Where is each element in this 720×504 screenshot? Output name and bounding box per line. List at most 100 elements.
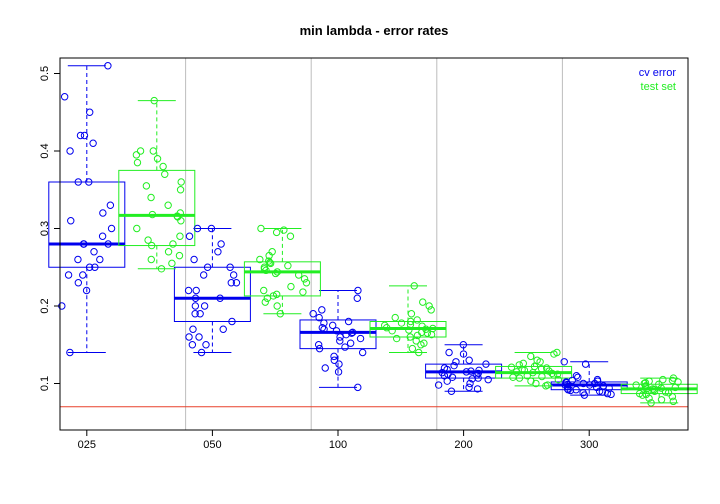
data-point [412,337,420,345]
data-point [76,131,85,140]
data-point [657,396,666,404]
data-point [405,326,413,334]
data-point [475,366,483,375]
y-tick-label: 0.2 [39,298,51,313]
data-point [474,369,482,378]
data-point [427,330,436,339]
data-point [512,368,521,376]
data-point [260,286,268,295]
data-point [266,258,274,267]
data-point [149,147,157,155]
data-point [572,372,581,380]
data-point [262,266,270,275]
data-point [164,201,172,209]
data-point [669,397,678,406]
data-point [645,394,653,402]
point-layer [58,62,682,407]
data-point [229,271,238,279]
data-point [382,324,391,332]
data-point [219,325,227,333]
data-point [542,382,550,390]
data-point [321,364,329,372]
data-point [82,286,91,295]
data-point [415,348,423,357]
data-point [581,360,590,368]
box-iqr [243,261,321,297]
data-point [168,259,176,268]
data-point [462,368,471,376]
data-point [280,226,288,234]
data-point [603,389,612,398]
data-point [638,391,647,399]
data-point [341,343,349,351]
data-point [536,358,544,366]
data-point [336,333,344,341]
data-point [60,93,69,101]
data-point [553,370,562,378]
data-point [332,327,341,335]
data-point [443,377,451,385]
data-point [91,263,99,271]
data-point [647,399,655,407]
data-point [144,236,152,244]
data-point [434,381,443,389]
data-point [465,383,473,392]
data-point [104,62,112,70]
data-point [329,321,337,330]
box-test-set-200 [495,352,573,387]
legend: cv error test set [639,67,677,93]
data-point [191,294,200,302]
data-point [271,269,280,278]
data-point [177,178,185,186]
data-point [671,383,680,392]
data-point [74,178,82,186]
legend-entry: test set [641,81,676,93]
data-point [655,380,663,388]
x-tick-label: 200 [454,439,472,451]
data-point [164,248,173,256]
data-point [413,331,422,340]
data-point [519,359,528,368]
data-point [397,319,406,327]
data-point [572,386,580,394]
data-point [320,325,328,333]
data-point [217,240,225,248]
data-point [184,286,193,295]
data-point [468,375,476,383]
data-point [85,263,94,271]
data-point [450,361,458,370]
data-point [585,381,594,389]
data-point [190,255,198,264]
data-point [459,350,468,358]
box-iqr [173,266,251,322]
data-point [64,271,73,279]
chart-title: min lambda - error rates [300,23,449,38]
data-point [314,341,323,349]
data-point [550,350,558,358]
data-point [185,232,194,240]
data-point [413,316,421,324]
data-point [410,282,418,290]
y-tick-label: 0.4 [39,143,51,158]
data-point [452,358,460,366]
data-point [157,265,166,273]
data-point [447,387,456,395]
data-point [459,341,468,349]
data-point [509,373,517,381]
data-point [193,224,202,233]
box-cv-error-100 [299,290,377,388]
data-point [347,329,356,337]
data-point [133,158,142,167]
data-point [199,271,208,279]
data-point [133,224,141,233]
data-point [207,224,216,233]
data-point [527,352,535,361]
data-point [580,391,589,399]
box-test-set-050 [243,228,321,315]
data-point [197,348,206,357]
data-point [353,294,361,302]
data-point [98,232,107,240]
data-point [346,339,355,347]
data-point [99,209,107,217]
data-point [74,255,82,264]
